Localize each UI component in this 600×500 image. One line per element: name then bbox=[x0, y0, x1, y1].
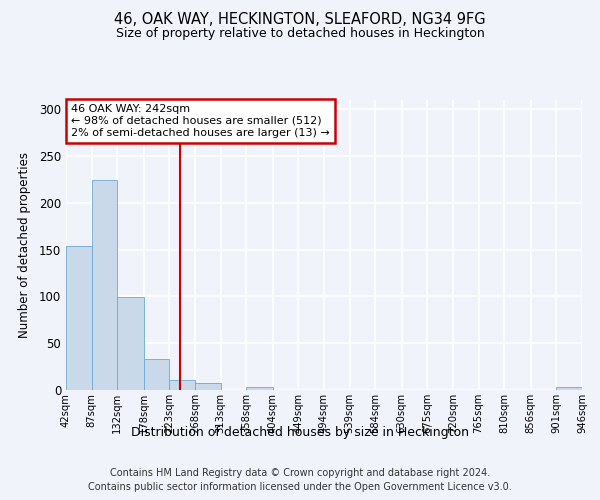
Text: Contains HM Land Registry data © Crown copyright and database right 2024.: Contains HM Land Registry data © Crown c… bbox=[110, 468, 490, 477]
Bar bbox=[195, 384, 221, 390]
Bar bbox=[169, 380, 195, 390]
Text: 46, OAK WAY, HECKINGTON, SLEAFORD, NG34 9FG: 46, OAK WAY, HECKINGTON, SLEAFORD, NG34 … bbox=[114, 12, 486, 28]
Bar bbox=[118, 298, 143, 390]
Text: Size of property relative to detached houses in Heckington: Size of property relative to detached ho… bbox=[116, 28, 484, 40]
Y-axis label: Number of detached properties: Number of detached properties bbox=[17, 152, 31, 338]
Text: 46 OAK WAY: 242sqm
← 98% of detached houses are smaller (512)
2% of semi-detache: 46 OAK WAY: 242sqm ← 98% of detached hou… bbox=[71, 104, 330, 138]
Text: Distribution of detached houses by size in Heckington: Distribution of detached houses by size … bbox=[131, 426, 469, 439]
Bar bbox=[92, 180, 118, 390]
Bar bbox=[247, 387, 272, 390]
Text: Contains public sector information licensed under the Open Government Licence v3: Contains public sector information licen… bbox=[88, 482, 512, 492]
Bar bbox=[556, 387, 582, 390]
Bar bbox=[66, 246, 92, 390]
Bar bbox=[143, 359, 169, 390]
